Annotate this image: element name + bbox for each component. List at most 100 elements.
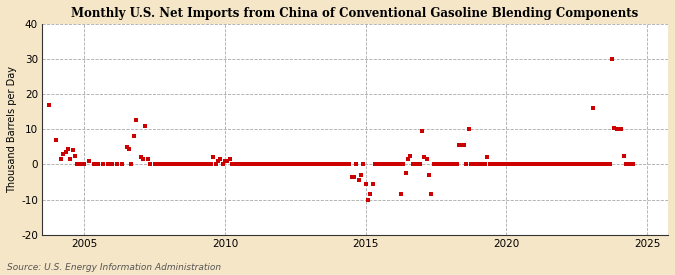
Point [410,162,421,167]
Point [578,162,589,167]
Point [539,162,549,167]
Point [308,162,319,167]
Point [506,162,516,167]
Point [241,162,252,167]
Point [264,162,275,167]
Point [604,162,615,167]
Point [154,162,165,167]
Point [442,162,453,167]
Point [342,162,352,167]
Point [292,162,303,167]
Point [379,162,390,167]
Point [135,155,146,160]
Point [198,162,209,167]
Point [295,162,306,167]
Point [273,162,284,167]
Point [337,162,348,167]
Point [327,162,338,167]
Point [313,162,324,167]
Point [112,162,123,167]
Point [447,162,458,167]
Point [543,162,554,167]
Point [426,192,437,196]
Point [151,162,162,167]
Point [482,155,493,160]
Point [121,145,132,149]
Point [494,162,505,167]
Point [103,162,113,167]
Point [391,162,402,167]
Point [260,162,271,167]
Point [269,162,279,167]
Point [149,162,160,167]
Point [356,173,367,177]
Point [466,162,477,167]
Point [222,159,233,163]
Point [585,162,596,167]
Point [456,143,467,147]
Point [412,162,423,167]
Point [232,162,242,167]
Point [520,162,531,167]
Point [351,162,362,167]
Point [485,162,495,167]
Point [187,162,198,167]
Point [611,127,622,131]
Point [142,157,153,161]
Point [362,197,373,202]
Point [189,162,200,167]
Point [323,162,333,167]
Point [480,162,491,167]
Point [487,162,497,167]
Point [334,162,345,167]
Point [182,162,193,167]
Point [522,162,533,167]
Point [508,162,519,167]
Point [414,162,425,167]
Point [175,162,186,167]
Point [400,171,411,175]
Point [437,162,448,167]
Point [365,192,376,196]
Point [84,159,95,163]
Point [170,162,181,167]
Point [445,162,456,167]
Point [503,162,514,167]
Point [606,57,617,61]
Point [583,162,594,167]
Point [304,162,315,167]
Point [369,162,380,167]
Point [276,162,287,167]
Point [360,182,371,186]
Point [625,162,636,167]
Point [593,162,603,167]
Point [405,153,416,158]
Point [246,162,256,167]
Point [524,162,535,167]
Point [407,162,418,167]
Point [126,162,137,167]
Point [285,162,296,167]
Point [283,162,294,167]
Point [346,174,357,179]
Point [386,162,397,167]
Point [555,162,566,167]
Point [614,127,624,131]
Point [601,162,612,167]
Point [472,162,483,167]
Point [402,157,413,161]
Point [248,162,259,167]
Point [580,162,591,167]
Point [140,123,151,128]
Point [236,162,247,167]
Point [461,162,472,167]
Point [288,162,298,167]
Point [278,162,289,167]
Point [398,162,408,167]
Point [196,162,207,167]
Point [501,162,512,167]
Point [515,162,526,167]
Point [330,162,341,167]
Point [161,162,172,167]
Point [416,129,427,133]
